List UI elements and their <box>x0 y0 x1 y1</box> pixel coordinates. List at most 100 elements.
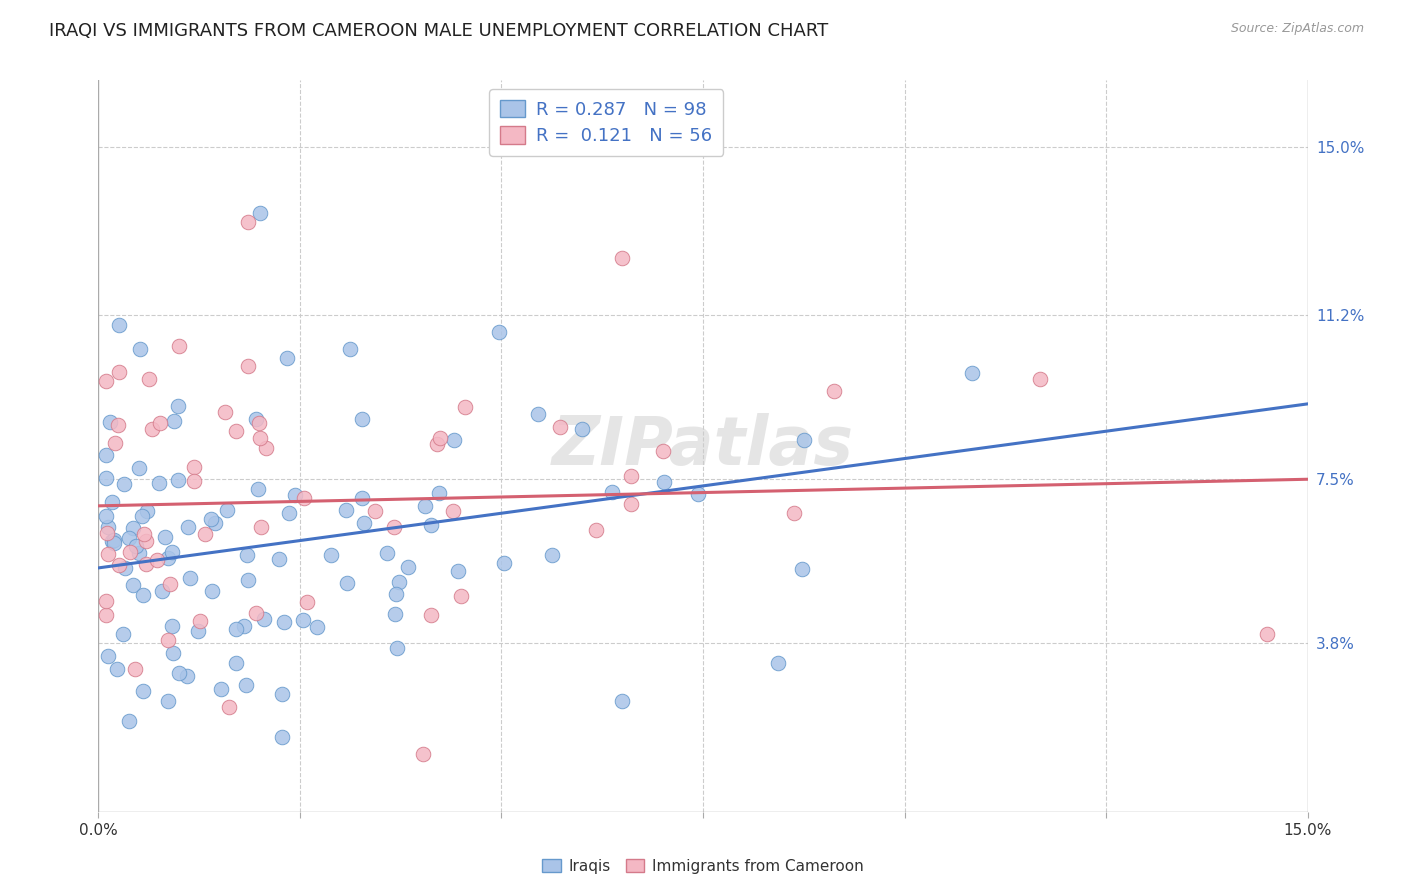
Point <box>128 461 150 475</box>
Point <box>225 425 247 439</box>
Point <box>375 546 398 560</box>
Point <box>149 416 172 430</box>
Point <box>105 662 128 676</box>
Point <box>121 577 143 591</box>
Point <box>350 491 373 506</box>
Point <box>112 477 135 491</box>
Point <box>612 251 634 265</box>
Point <box>235 677 257 691</box>
Point <box>1028 372 1050 386</box>
Point <box>766 656 789 670</box>
Point <box>96 374 118 388</box>
Point <box>278 506 301 520</box>
Point <box>107 418 129 433</box>
Point <box>250 520 273 534</box>
Point <box>335 576 357 591</box>
Point <box>103 533 125 548</box>
Point <box>153 530 176 544</box>
Point <box>335 503 357 517</box>
Point <box>101 533 124 548</box>
Point <box>443 434 465 448</box>
Point <box>138 372 160 386</box>
Point <box>201 583 224 598</box>
Point <box>364 504 387 518</box>
Point <box>146 553 169 567</box>
Point <box>179 571 201 585</box>
Text: Source: ZipAtlas.com: Source: ZipAtlas.com <box>1230 22 1364 36</box>
Point <box>823 384 845 399</box>
Point <box>132 683 155 698</box>
Point <box>284 488 307 502</box>
Point <box>527 407 550 421</box>
Point <box>100 415 122 429</box>
Point <box>271 687 294 701</box>
Point <box>141 422 163 436</box>
Point <box>183 459 205 474</box>
Point <box>273 615 295 629</box>
Point <box>96 608 118 623</box>
Point <box>160 619 183 633</box>
Point <box>792 562 814 576</box>
Point <box>150 583 173 598</box>
Point <box>97 547 120 561</box>
Point <box>420 607 443 622</box>
Point <box>246 482 269 496</box>
Point <box>194 526 217 541</box>
Point <box>121 521 143 535</box>
Point <box>157 551 180 566</box>
Point <box>156 694 179 708</box>
Point <box>162 646 184 660</box>
Point <box>385 641 408 656</box>
Point <box>96 470 118 484</box>
Point <box>134 526 156 541</box>
Point <box>600 484 623 499</box>
Point <box>108 558 131 572</box>
Point <box>118 545 141 559</box>
Point <box>225 656 247 670</box>
Point <box>96 508 118 523</box>
Point <box>249 431 271 445</box>
Point <box>396 560 419 574</box>
Point <box>291 613 314 627</box>
Point <box>960 366 983 380</box>
Point <box>125 539 148 553</box>
Point <box>160 545 183 559</box>
Point <box>118 532 141 546</box>
Point <box>245 412 267 426</box>
Point <box>1256 627 1278 641</box>
Point <box>245 606 267 620</box>
Point <box>96 448 118 462</box>
Point <box>413 499 436 513</box>
Point <box>384 587 406 601</box>
Point <box>238 573 260 587</box>
Point <box>339 342 361 356</box>
Text: IRAQI VS IMMIGRANTS FROM CAMEROON MALE UNEMPLOYMENT CORRELATION CHART: IRAQI VS IMMIGRANTS FROM CAMEROON MALE U… <box>49 22 828 40</box>
Point <box>350 412 373 426</box>
Point <box>292 491 315 505</box>
Point <box>441 504 464 518</box>
Point <box>271 730 294 744</box>
Point <box>176 669 198 683</box>
Point <box>204 516 226 530</box>
Point <box>163 414 186 428</box>
Point <box>100 495 122 509</box>
Point <box>135 534 157 549</box>
Point <box>107 365 129 379</box>
Point <box>427 485 450 500</box>
Point <box>177 520 200 534</box>
Point <box>148 475 170 490</box>
Legend: R = 0.287   N = 98, R =  0.121   N = 56: R = 0.287 N = 98, R = 0.121 N = 56 <box>489 89 723 156</box>
Point <box>319 548 342 562</box>
Point <box>132 588 155 602</box>
Point <box>541 549 564 563</box>
Point <box>96 593 118 607</box>
Point <box>97 649 120 664</box>
Point <box>135 557 157 571</box>
Point <box>166 399 188 413</box>
Point <box>200 512 222 526</box>
Point <box>169 666 191 681</box>
Point <box>585 523 607 537</box>
Point <box>209 682 232 697</box>
Point <box>276 351 298 366</box>
Point <box>218 699 240 714</box>
